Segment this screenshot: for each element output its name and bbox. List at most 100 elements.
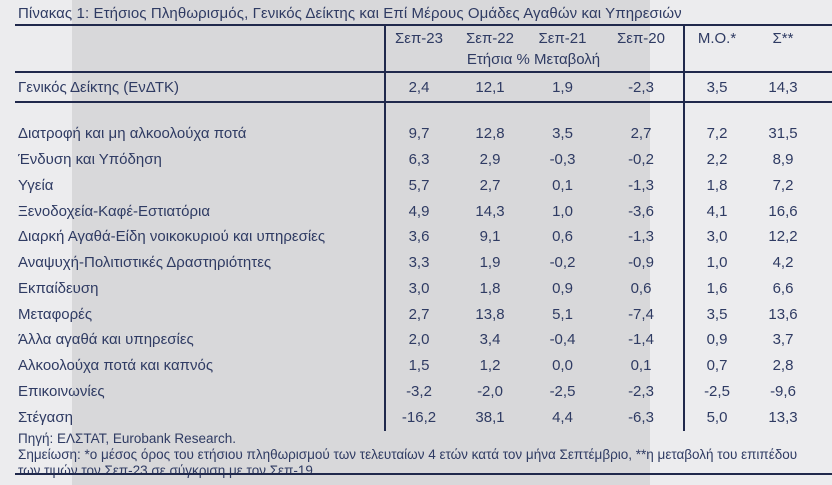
row-value: 2,8 (772, 357, 794, 375)
row-value: 0,6 (552, 228, 573, 246)
row-value: -3,2 (406, 382, 432, 400)
row-value: 2,7 (408, 305, 430, 323)
row-value: 12,8 (475, 125, 505, 143)
row-value: 5,1 (552, 305, 573, 323)
row-value: 7,2 (706, 125, 728, 143)
row-value: 4,1 (706, 202, 728, 220)
column-header: Σεπ-21 (538, 29, 587, 47)
row-value: 16,6 (768, 202, 798, 220)
table-row: Υγεία 5,7 2,7 0,1 -1,3 1,8 7,2 (15, 173, 815, 199)
table-row: Μεταφορές 2,7 13,8 5,1 -7,4 3,5 13,6 (15, 301, 815, 327)
row-value: 6,6 (772, 279, 794, 297)
table-row: Επικοινωνίες -3,2 -2,0 -2,5 -2,3 -2,5 -9,6 (15, 379, 815, 405)
row-label: Αναψυχή-Πολιτιστικές Δραστηριότητες (18, 254, 272, 272)
row-value: 1,9 (479, 254, 501, 272)
row-value: 0,7 (706, 357, 728, 375)
general-row-bottom-border (15, 101, 832, 103)
row-value: 14,3 (768, 78, 798, 96)
row-label: Διατροφή και μη αλκοολούχα ποτά (18, 125, 247, 143)
row-label: Εκπαίδευση (18, 279, 99, 297)
row-value: 3,0 (706, 228, 728, 246)
row-value: 9,7 (408, 125, 430, 143)
row-label: Άλλα αγαθά και υπηρεσίες (18, 331, 194, 349)
column-divider-right (683, 25, 685, 431)
row-label: Ένδυση και Υπόδηση (18, 151, 162, 169)
row-value: -7,4 (628, 305, 654, 323)
row-value: -2,5 (704, 382, 730, 400)
row-value: 0,9 (706, 331, 728, 349)
row-value: 13,8 (475, 305, 505, 323)
row-value: -1,3 (628, 228, 654, 246)
column-header: Σεπ-23 (395, 29, 443, 47)
row-value: 2,0 (408, 331, 430, 349)
table-row: Ένδυση και Υπόδηση 6,3 2,9 -0,3 -0,2 2,2 8,9 (15, 147, 815, 173)
row-value: 3,3 (408, 254, 430, 272)
table-row: Εκπαίδευση 3,0 1,8 0,9 0,6 1,6 6,6 (15, 276, 815, 302)
column-header: Μ.Ο.* (697, 29, 737, 47)
row-value: 13,3 (768, 408, 798, 426)
row-value: -3,6 (628, 202, 654, 220)
row-value: 9,1 (479, 228, 501, 246)
row-value: 0,0 (552, 357, 573, 375)
general-index-row: Γενικός Δείκτης (ΕνΔΤΚ) 2,4 12,1 1,9 -2,3 3,… (15, 73, 815, 101)
row-value: 3,6 (408, 228, 430, 246)
row-value: 2,7 (630, 125, 652, 143)
row-value: -0,3 (549, 151, 576, 169)
table-row: Αναψυχή-Πολιτιστικές Δραστηριότητες 3,3 1,… (15, 250, 815, 276)
header-bottom-border (15, 71, 832, 73)
row-value: 5,7 (408, 176, 430, 194)
row-value: 4,2 (772, 254, 794, 272)
row-value: -0,2 (549, 254, 576, 272)
row-value: 1,0 (552, 202, 573, 220)
row-value: 4,4 (552, 408, 573, 426)
row-value: -2,5 (549, 382, 576, 400)
row-value: 3,5 (706, 78, 728, 96)
table-row: Στέγαση -16,2 38,1 4,4 -6,3 5,0 13,3 (15, 404, 815, 430)
row-value: 3,5 (706, 305, 728, 323)
table-header-row: Σεπ-23 Σεπ-22 Σεπ-21 Σεπ-20 Μ.Ο.* Σ** (15, 27, 815, 49)
table-subheader: Ετήσια % Μεταβολή (466, 51, 601, 68)
row-value: 1,8 (706, 176, 728, 194)
row-value: 2,7 (479, 176, 501, 194)
row-value: 0,1 (552, 176, 573, 194)
column-header: Σεπ-20 (617, 29, 665, 47)
row-value: 3,7 (772, 331, 794, 349)
row-label: Υγεία (18, 176, 54, 194)
row-value: -0,4 (549, 331, 576, 349)
row-label: Ξενοδοχεία-Καφέ-Εστιατόρια (18, 202, 211, 220)
row-value: 5,0 (706, 408, 728, 426)
row-value: 8,9 (772, 151, 794, 169)
table-row: Διατροφή και μη αλκοολούχα ποτά 9,7 12,8 3,… (15, 121, 815, 147)
table-row: Διαρκή Αγαθά-Είδη νοικοκυριού και υπηρεσ… (15, 224, 815, 250)
row-label: Γενικός Δείκτης (ΕνΔΤΚ) (18, 78, 180, 96)
column-header: Σ** (772, 29, 794, 47)
table-bottom-border (15, 473, 832, 475)
row-label: Μεταφορές (18, 305, 93, 323)
row-value: 14,3 (475, 202, 505, 220)
row-value: 3,4 (479, 331, 501, 349)
row-value: -1,3 (628, 176, 654, 194)
row-value: 0,6 (630, 279, 652, 297)
table-rows: Διατροφή και μη αλκοολούχα ποτά 9,7 12,8 3,… (15, 121, 815, 430)
row-label: Επικοινωνίες (18, 382, 105, 400)
row-value: -2,0 (477, 382, 503, 400)
row-value: -6,3 (628, 408, 654, 426)
row-value: 1,0 (706, 254, 728, 272)
row-value: 31,5 (768, 125, 798, 143)
row-value: -0,2 (628, 151, 654, 169)
row-value: 2,4 (408, 78, 430, 96)
row-value: 2,9 (479, 151, 501, 169)
row-value: 4,9 (408, 202, 430, 220)
row-value: 12,1 (475, 78, 505, 96)
row-value: 3,5 (552, 125, 573, 143)
column-divider-left (384, 25, 386, 431)
row-value: -16,2 (401, 408, 437, 426)
row-value: 6,3 (408, 151, 430, 169)
row-value: 0,1 (630, 357, 652, 375)
row-value: 0,9 (552, 279, 573, 297)
row-value: 38,1 (475, 408, 505, 426)
row-value: 1,9 (552, 78, 573, 96)
row-label: Στέγαση (18, 408, 73, 426)
row-label: Αλκοολούχα ποτά και καπνός (18, 357, 214, 375)
